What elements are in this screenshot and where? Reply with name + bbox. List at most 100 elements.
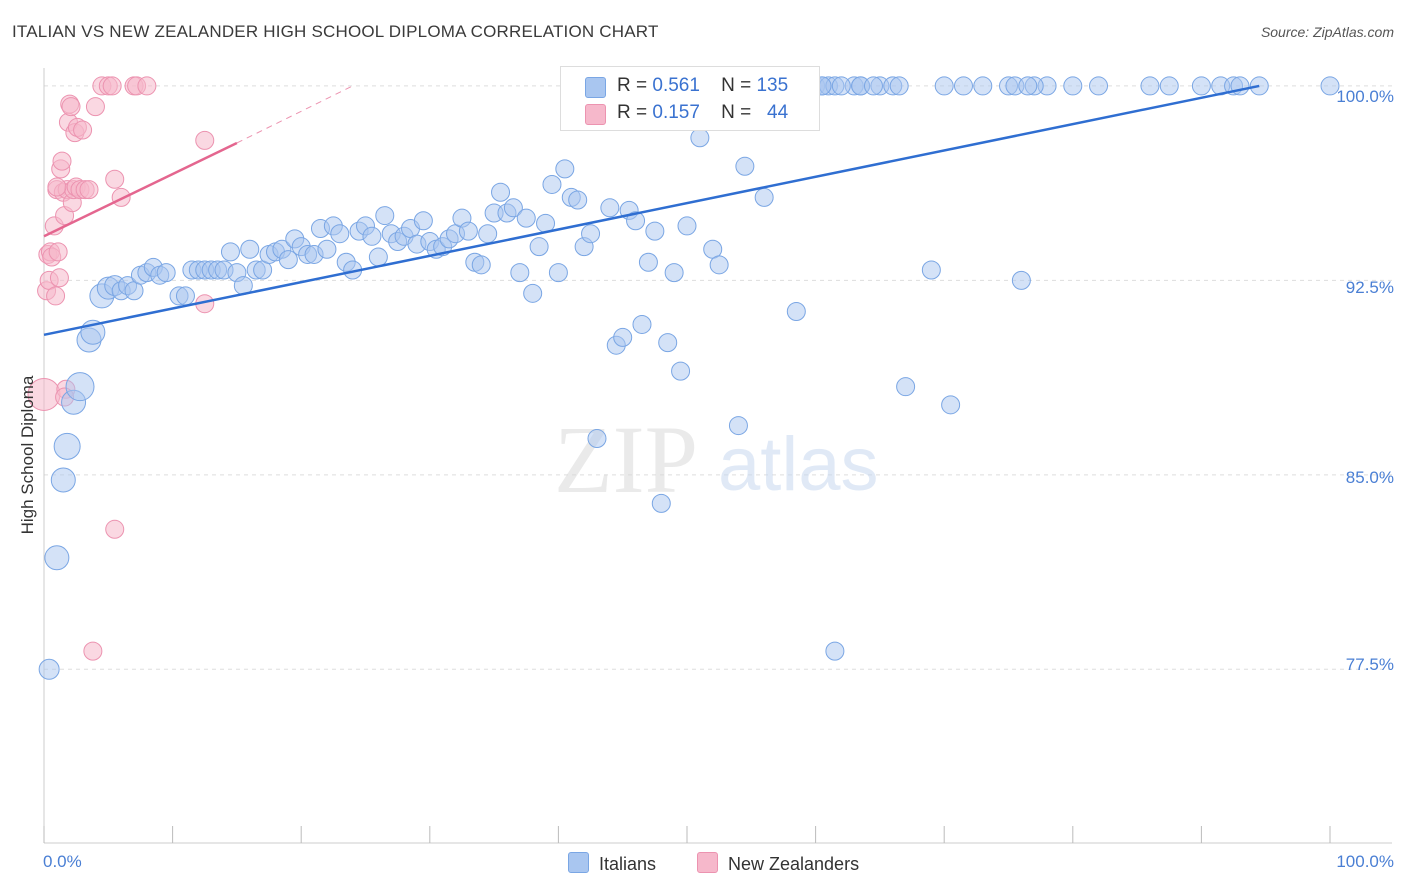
italian-point — [587, 429, 607, 449]
new-zealander-point — [46, 286, 66, 306]
italian-point — [458, 221, 478, 241]
new-zealander-point — [137, 76, 157, 96]
legend-r-value: 0.157 — [652, 102, 700, 123]
italian-point — [491, 182, 511, 202]
italian-point — [658, 333, 678, 353]
italian-point — [555, 159, 575, 179]
new-zealander-point — [102, 76, 122, 96]
italian-point — [825, 641, 845, 661]
italian-point — [896, 377, 916, 397]
italians-trend-line — [43, 84, 1260, 337]
italian-point — [50, 467, 76, 493]
y-tick-label: 100.0% — [1336, 87, 1394, 106]
italian-point — [65, 372, 95, 402]
new-zealander-point — [47, 177, 67, 197]
legend-r-label: R = — [617, 102, 648, 123]
italian-point — [626, 211, 646, 231]
new-zealanders-trend-line — [43, 141, 238, 238]
italian-point — [413, 211, 433, 231]
italian-point — [638, 252, 658, 272]
italian-point — [600, 198, 620, 218]
legend-r-label: R = — [617, 75, 648, 96]
italians-points — [38, 76, 1340, 680]
italian-point — [278, 250, 298, 270]
italian-point — [677, 216, 697, 236]
italian-point — [671, 361, 691, 381]
italian-point — [581, 224, 601, 244]
italian-point — [1140, 76, 1160, 96]
watermark: ZIP atlas — [554, 406, 879, 513]
new-zealanders-trend-extension — [236, 85, 353, 144]
italian-point — [786, 301, 806, 321]
stats-legend: R = 0.561 N = 135 R = 0.157 N = 44 — [560, 66, 820, 131]
italian-point — [542, 174, 562, 194]
italian-point — [362, 226, 382, 246]
italian-point — [240, 239, 260, 259]
italian-point — [645, 221, 665, 241]
bottom-legend-new-zealanders: New Zealanders — [697, 852, 859, 875]
italian-point — [330, 224, 350, 244]
italian-point — [953, 76, 973, 96]
italian-point — [728, 416, 748, 436]
new-zealander-point — [85, 97, 105, 117]
italian-point — [754, 187, 774, 207]
new-zealander-point — [105, 169, 125, 189]
new-zealander-point — [195, 130, 215, 150]
y-axis-label: High School Diploma — [18, 375, 37, 535]
new-zealanders-points — [27, 76, 215, 661]
legend-r-value: 0.561 — [652, 75, 700, 96]
italian-point — [38, 658, 60, 680]
new-zealander-point — [73, 120, 93, 140]
italian-point — [735, 156, 755, 176]
italian-point — [934, 76, 954, 96]
new-zealander-point — [111, 187, 131, 207]
bottom-legend-italians: Italians — [568, 852, 656, 875]
italian-point — [889, 76, 909, 96]
italian-point — [973, 76, 993, 96]
italian-point — [368, 247, 388, 267]
italian-point — [529, 237, 549, 257]
x-tick-label-min: 0.0% — [43, 852, 82, 871]
italian-point — [478, 224, 498, 244]
italian-point — [1320, 76, 1340, 96]
italian-point — [690, 128, 710, 148]
new-zealander-point — [49, 268, 69, 288]
italian-point — [1011, 270, 1031, 290]
watermark-atlas: atlas — [718, 422, 879, 507]
italian-point — [220, 242, 240, 262]
axes — [43, 68, 1392, 844]
italian-point — [156, 263, 176, 283]
y-tick-label: 92.5% — [1345, 278, 1394, 297]
bottom-legend-label: Italians — [599, 854, 657, 874]
legend-swatch-new-zealanders — [585, 104, 606, 125]
italian-point — [523, 283, 543, 303]
bottom-legend-swatch-italians — [568, 852, 589, 873]
legend-n-label: N = — [721, 75, 752, 96]
trend-lines — [43, 84, 1260, 337]
legend-n-value: 135 — [756, 75, 789, 96]
italian-point — [632, 314, 652, 334]
italian-point — [921, 260, 941, 280]
italian-point — [317, 239, 337, 259]
italian-point — [1063, 76, 1083, 96]
italian-point — [1191, 76, 1211, 96]
italian-point — [175, 286, 195, 306]
italian-point — [709, 255, 729, 275]
italian-point — [613, 327, 633, 347]
italian-point — [651, 493, 671, 513]
y-tick-label: 77.5% — [1345, 655, 1394, 674]
chart-title: ITALIAN VS NEW ZEALANDER HIGH SCHOOL DIP… — [12, 22, 659, 41]
source-label: Source: ZipAtlas.com — [1260, 24, 1394, 40]
italian-point — [941, 395, 961, 415]
watermark-zip: ZIP — [554, 406, 698, 513]
grid-lines — [44, 85, 1392, 670]
italian-point — [1018, 76, 1038, 96]
new-zealander-point — [83, 641, 103, 661]
new-zealander-point — [52, 151, 72, 171]
italian-point — [1089, 76, 1109, 96]
new-zealander-point — [48, 242, 68, 262]
italian-point — [44, 545, 70, 571]
italian-point — [503, 198, 523, 218]
legend-swatch-italians — [585, 77, 606, 98]
